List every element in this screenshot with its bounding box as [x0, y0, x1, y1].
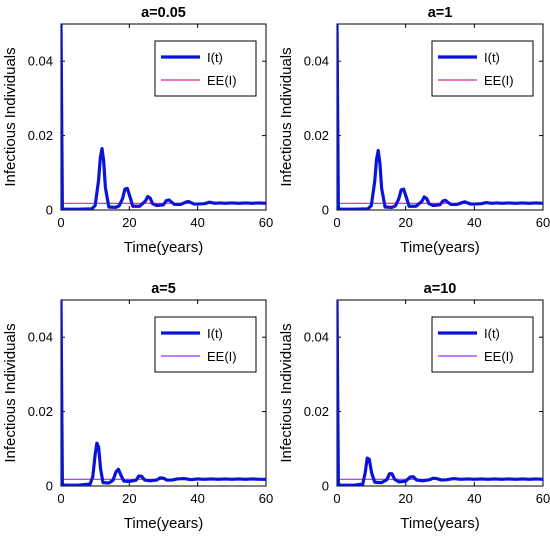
x-tick-label: 0 [333, 215, 340, 230]
y-axis-label: Infectious Individuals [278, 47, 295, 186]
chart-panel-2: a=1 0 20 40 60 0 0.02 0.04 Time(years) Infectious… [278, 5, 550, 256]
x-tick-label: 20 [122, 491, 136, 506]
x-axis-label: Time(years) [124, 515, 203, 532]
x-tick-label: 20 [398, 215, 412, 230]
legend-label: I(t) [484, 50, 500, 65]
series-line-i-t [337, 24, 543, 210]
y-tick-label: 0.04 [28, 330, 53, 345]
chart-title: a=1 [428, 5, 453, 21]
legend-label: EE(I) [207, 349, 237, 364]
x-tick-label: 60 [536, 491, 550, 506]
x-tick-label: 40 [190, 215, 204, 230]
x-tick-label: 60 [259, 215, 273, 230]
x-tick-label: 0 [333, 491, 340, 506]
x-tick-label: 40 [467, 491, 481, 506]
y-tick-label: 0 [46, 203, 53, 218]
chart-panel-3: a=5 0 20 40 60 0 0.02 0.04 Time(years) Infectious… [2, 281, 273, 532]
y-tick-label: 0 [322, 479, 329, 494]
chart-panel-1: a=0.05 0 20 40 60 0 0.02 0.04 Time(years) Infecti… [2, 5, 273, 256]
legend-label: EE(I) [484, 349, 514, 364]
legend-box [431, 40, 534, 97]
y-tick-label: 0.02 [28, 128, 53, 143]
y-axis-label: Infectious Individuals [2, 47, 19, 186]
chart-title: a=0.05 [141, 5, 186, 21]
legend-box [154, 40, 257, 97]
x-axis-label: Time(years) [124, 239, 203, 256]
legend-box [154, 316, 257, 373]
y-tick-label: 0.02 [304, 404, 329, 419]
x-tick-label: 0 [57, 491, 64, 506]
x-tick-label: 20 [398, 491, 412, 506]
series-line-i-t [61, 24, 266, 210]
y-tick-label: 0.02 [304, 128, 329, 143]
x-tick-label: 60 [259, 491, 273, 506]
series-line-i-t [61, 300, 266, 486]
y-tick-label: 0.04 [304, 54, 329, 69]
chart-title: a=5 [151, 281, 176, 297]
legend-label: I(t) [207, 50, 223, 65]
x-axis-label: Time(years) [400, 515, 479, 532]
x-tick-label: 60 [536, 215, 550, 230]
y-tick-label: 0 [322, 203, 329, 218]
legend-label: I(t) [207, 326, 223, 341]
chart-panel-4: a=10 0 20 40 60 0 0.02 0.04 Time(years) Infectiou… [278, 281, 550, 532]
x-tick-label: 40 [467, 215, 481, 230]
legend-label: I(t) [484, 326, 500, 341]
y-tick-label: 0.02 [28, 404, 53, 419]
x-tick-label: 0 [57, 215, 64, 230]
y-axis-label: Infectious Individuals [278, 323, 295, 462]
x-tick-label: 20 [122, 215, 136, 230]
x-axis-label: Time(years) [400, 239, 479, 256]
legend-label: EE(I) [207, 73, 237, 88]
y-tick-label: 0.04 [28, 54, 53, 69]
chart-title: a=10 [424, 281, 457, 297]
x-tick-label: 40 [190, 491, 204, 506]
y-tick-label: 0 [46, 479, 53, 494]
y-axis-label: Infectious Individuals [2, 323, 19, 462]
series-line-i-t [337, 300, 543, 486]
y-tick-label: 0.04 [304, 330, 329, 345]
legend-label: EE(I) [484, 73, 514, 88]
legend-box [431, 316, 534, 373]
